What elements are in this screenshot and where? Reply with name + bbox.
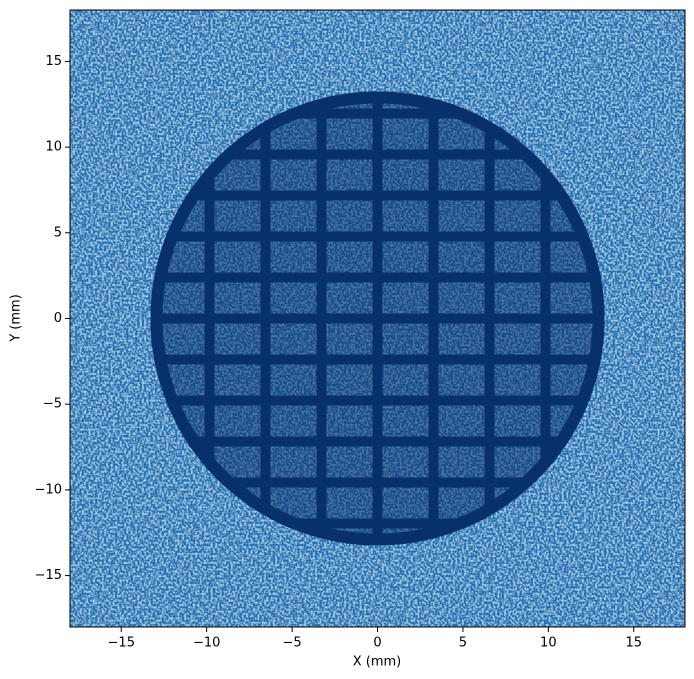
y-tick-label: 10 [45, 140, 62, 155]
y-axis-label: Y (mm) [9, 294, 24, 343]
x-tick-label: −15 [108, 636, 135, 651]
x-tick-label: −5 [282, 636, 301, 651]
mask-bar-v [540, 91, 551, 546]
x-tick-label: 10 [540, 636, 557, 651]
x-tick-label: −10 [193, 636, 220, 651]
mask-bar-v [484, 91, 495, 546]
x-tick-label: 0 [373, 636, 381, 651]
mask-bar-v [428, 91, 439, 546]
x-tick-label: 15 [625, 636, 642, 651]
mask-bar-v [260, 91, 271, 546]
y-tick-label: 5 [54, 225, 62, 240]
mask-bar-v [316, 91, 327, 546]
mask-bar-v [150, 91, 159, 546]
mask-grid [150, 91, 605, 546]
heatmap-area [70, 10, 685, 627]
y-tick-label: 15 [45, 54, 62, 69]
y-tick-label: 0 [54, 311, 62, 326]
y-tick-label: −15 [35, 568, 62, 583]
x-tick-label: 5 [459, 636, 467, 651]
y-tick-label: −5 [43, 397, 62, 412]
mask-bar-v [596, 91, 605, 546]
x-axis-label: X (mm) [353, 655, 402, 670]
mask-bar-v [204, 91, 215, 546]
mask-bar-v [372, 91, 383, 546]
y-tick-label: −10 [35, 482, 62, 497]
